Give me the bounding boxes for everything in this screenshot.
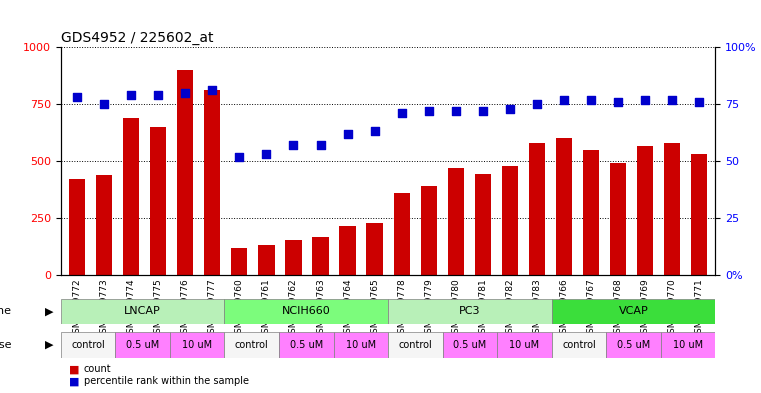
Bar bbox=[529, 143, 545, 275]
Bar bbox=[150, 127, 167, 275]
Point bbox=[530, 101, 543, 107]
Text: 10 uM: 10 uM bbox=[182, 340, 212, 350]
Bar bbox=[96, 175, 113, 275]
Bar bbox=[367, 223, 383, 275]
Bar bbox=[637, 146, 653, 275]
FancyBboxPatch shape bbox=[443, 332, 497, 358]
Bar bbox=[69, 179, 85, 275]
Text: 0.5 uM: 0.5 uM bbox=[617, 340, 650, 350]
Bar bbox=[583, 150, 599, 275]
Text: 10 uM: 10 uM bbox=[673, 340, 703, 350]
Point bbox=[342, 130, 354, 137]
FancyBboxPatch shape bbox=[224, 332, 279, 358]
Point bbox=[288, 142, 300, 148]
Point bbox=[504, 106, 516, 112]
Point bbox=[98, 101, 110, 107]
FancyBboxPatch shape bbox=[552, 332, 607, 358]
Point bbox=[206, 87, 218, 94]
Bar bbox=[312, 237, 329, 275]
Bar bbox=[664, 143, 680, 275]
Point bbox=[314, 142, 326, 148]
Point bbox=[125, 92, 137, 98]
Text: ▶: ▶ bbox=[45, 307, 53, 316]
Text: control: control bbox=[562, 340, 596, 350]
FancyBboxPatch shape bbox=[607, 332, 661, 358]
Bar bbox=[421, 186, 437, 275]
Text: LNCAP: LNCAP bbox=[124, 307, 161, 316]
Text: NCIH660: NCIH660 bbox=[282, 307, 331, 316]
Text: ■: ■ bbox=[68, 376, 79, 386]
Point bbox=[450, 108, 462, 114]
Point bbox=[260, 151, 272, 158]
Text: dose: dose bbox=[0, 340, 11, 350]
Text: 10 uM: 10 uM bbox=[509, 340, 540, 350]
Bar bbox=[123, 118, 139, 275]
Text: ▶: ▶ bbox=[45, 340, 53, 350]
Point bbox=[558, 96, 570, 103]
FancyBboxPatch shape bbox=[170, 332, 224, 358]
FancyBboxPatch shape bbox=[279, 332, 333, 358]
Text: control: control bbox=[72, 340, 105, 350]
FancyBboxPatch shape bbox=[116, 332, 170, 358]
Point bbox=[234, 153, 246, 160]
Point bbox=[693, 99, 705, 105]
FancyBboxPatch shape bbox=[497, 332, 552, 358]
Text: control: control bbox=[399, 340, 432, 350]
Bar bbox=[501, 166, 518, 275]
Bar bbox=[393, 193, 409, 275]
Point bbox=[476, 108, 489, 114]
Bar bbox=[204, 90, 221, 275]
Bar bbox=[475, 174, 491, 275]
Bar bbox=[258, 246, 275, 275]
FancyBboxPatch shape bbox=[661, 332, 715, 358]
Bar bbox=[231, 248, 247, 275]
Text: 0.5 uM: 0.5 uM bbox=[126, 340, 159, 350]
Text: 0.5 uM: 0.5 uM bbox=[290, 340, 323, 350]
Point bbox=[585, 96, 597, 103]
Text: percentile rank within the sample: percentile rank within the sample bbox=[84, 376, 249, 386]
FancyBboxPatch shape bbox=[552, 299, 715, 324]
Point bbox=[368, 129, 380, 135]
Text: VCAP: VCAP bbox=[619, 307, 648, 316]
FancyBboxPatch shape bbox=[61, 299, 224, 324]
Bar bbox=[177, 70, 193, 275]
Text: control: control bbox=[235, 340, 269, 350]
Point bbox=[71, 94, 83, 101]
Text: 10 uM: 10 uM bbox=[345, 340, 376, 350]
FancyBboxPatch shape bbox=[61, 332, 116, 358]
Text: ■: ■ bbox=[68, 364, 79, 375]
FancyBboxPatch shape bbox=[388, 332, 443, 358]
Bar bbox=[447, 168, 464, 275]
Text: GDS4952 / 225602_at: GDS4952 / 225602_at bbox=[61, 31, 213, 45]
Bar bbox=[339, 226, 355, 275]
Text: 0.5 uM: 0.5 uM bbox=[454, 340, 486, 350]
Bar bbox=[610, 163, 626, 275]
FancyBboxPatch shape bbox=[388, 299, 552, 324]
Bar bbox=[691, 154, 707, 275]
Bar bbox=[556, 138, 572, 275]
Point bbox=[612, 99, 624, 105]
Text: count: count bbox=[84, 364, 111, 375]
Point bbox=[666, 96, 678, 103]
Point bbox=[422, 108, 435, 114]
Text: cell line: cell line bbox=[0, 307, 11, 316]
FancyBboxPatch shape bbox=[224, 299, 388, 324]
Point bbox=[179, 90, 191, 96]
Bar bbox=[285, 240, 301, 275]
FancyBboxPatch shape bbox=[333, 332, 388, 358]
Text: PC3: PC3 bbox=[459, 307, 481, 316]
Point bbox=[396, 110, 408, 116]
Point bbox=[152, 92, 164, 98]
Point bbox=[639, 96, 651, 103]
